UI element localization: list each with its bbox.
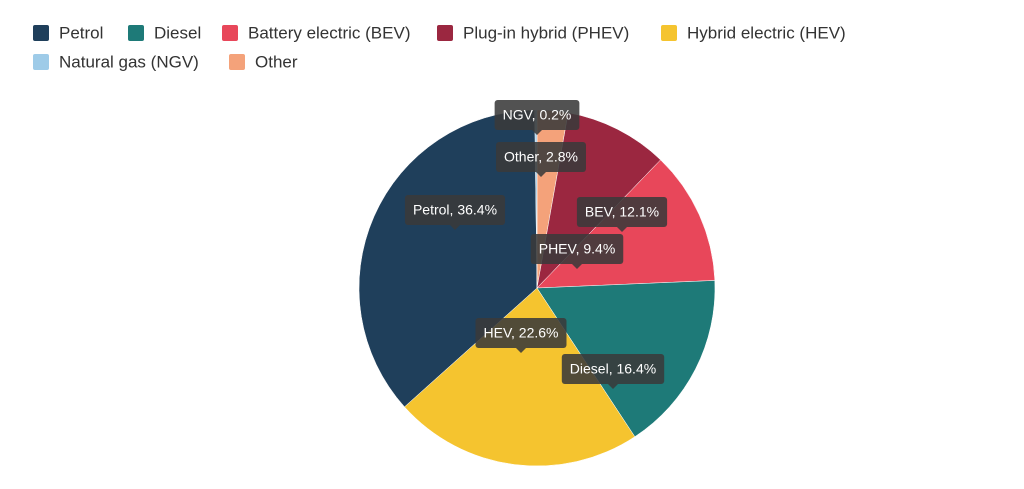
data-label: BEV, 12.1% — [576, 197, 668, 232]
data-label-text: PHEV, 9.4% — [539, 241, 616, 257]
legend-label: Natural gas (NGV) — [59, 52, 199, 71]
legend-swatch — [222, 25, 238, 41]
legend-label: Plug-in hybrid (PHEV) — [463, 23, 629, 42]
data-label-text: Diesel, 16.4% — [570, 361, 656, 377]
data-label-pointer — [532, 130, 542, 135]
data-label: Other, 2.8% — [496, 142, 586, 177]
legend-swatch — [128, 25, 144, 41]
data-labels: Petrol, 36.4% Diesel, 16.4% BEV, 12.1% PHEV… — [404, 100, 668, 389]
legend: Petrol Diesel Battery electric (BEV) Plug-i… — [33, 23, 846, 71]
legend-swatch — [33, 54, 49, 70]
legend-swatch — [33, 25, 49, 41]
data-label-text: BEV, 12.1% — [585, 204, 659, 220]
legend-swatch — [229, 54, 245, 70]
data-label: Petrol, 36.4% — [404, 195, 506, 230]
data-label-box — [496, 142, 586, 172]
data-label-box — [404, 195, 506, 225]
pie-slice — [404, 287, 636, 467]
data-label: HEV, 22.6% — [475, 318, 567, 353]
data-label-pointer — [516, 348, 526, 353]
legend-label: Battery electric (BEV) — [248, 23, 411, 42]
legend-swatch — [437, 25, 453, 41]
data-label-pointer — [608, 384, 618, 389]
data-label-text: NGV, 0.2% — [503, 107, 572, 123]
data-label-box — [494, 100, 580, 130]
data-label-box — [475, 318, 567, 348]
legend-swatch — [661, 25, 677, 41]
legend-label: Other — [255, 52, 298, 71]
data-label-box — [530, 234, 624, 264]
data-label-text: HEV, 22.6% — [484, 325, 559, 341]
legend-label: Hybrid electric (HEV) — [687, 23, 846, 42]
data-label: PHEV, 9.4% — [530, 234, 624, 269]
data-label-pointer — [536, 172, 546, 177]
legend-label: Petrol — [59, 23, 103, 42]
data-label-box — [561, 354, 665, 384]
data-label-text: Petrol, 36.4% — [413, 202, 497, 218]
data-label-pointer — [450, 225, 460, 230]
legend-label: Diesel — [154, 23, 201, 42]
data-label-pointer — [617, 227, 627, 232]
data-label-text: Other, 2.8% — [504, 149, 578, 165]
data-label: NGV, 0.2% — [494, 100, 580, 135]
pie-slice — [358, 109, 538, 408]
data-label: Diesel, 16.4% — [561, 354, 665, 389]
data-label-pointer — [572, 264, 582, 269]
data-label-box — [576, 197, 668, 227]
